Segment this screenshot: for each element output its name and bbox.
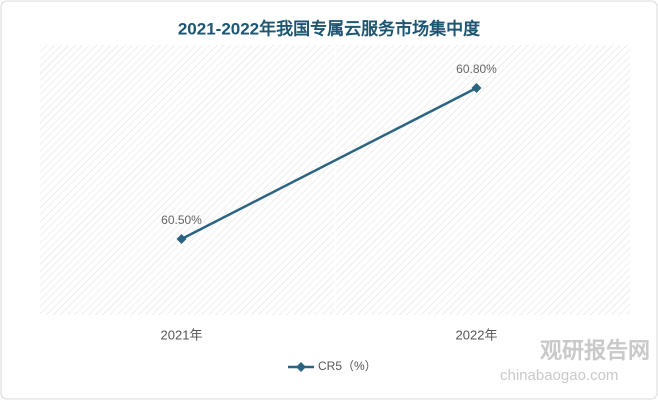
x-tick-label: 2022年 — [456, 327, 498, 342]
x-tick-label: 2021年 — [161, 327, 203, 342]
watermark-name: 观研报告网 — [540, 338, 650, 363]
legend-label: CR5（%） — [318, 359, 377, 373]
chart-title: 2021-2022年我国专属云服务市场集中度 — [178, 18, 481, 38]
line — [180, 86, 478, 241]
marker — [471, 83, 482, 93]
legend-marker — [296, 362, 306, 372]
data-label: 60.50% — [161, 213, 202, 227]
watermark-url: chinabaogao.com — [500, 367, 618, 384]
data-label: 60.80% — [456, 62, 497, 76]
marker — [176, 234, 187, 244]
